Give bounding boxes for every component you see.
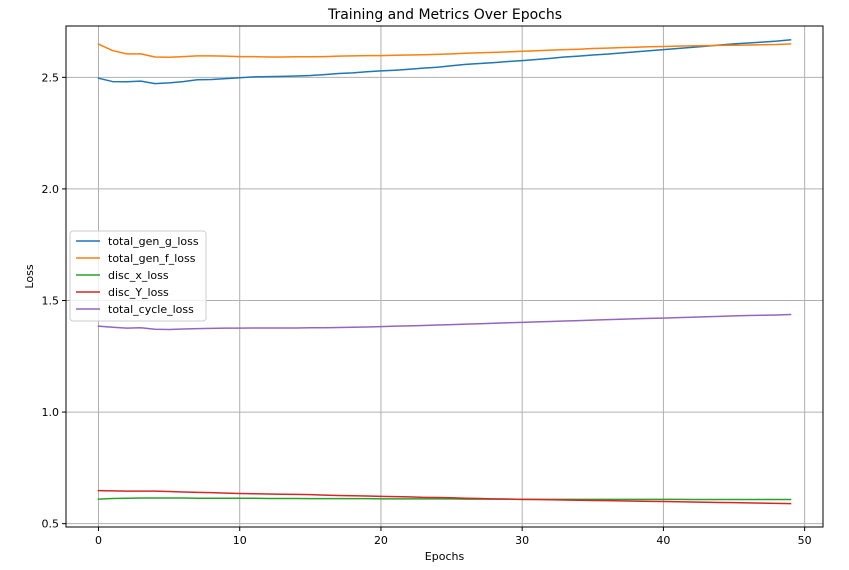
legend-label: disc_Y_loss (108, 286, 169, 299)
x-tick-label: 10 (233, 534, 247, 547)
plot-frame (65, 25, 824, 528)
series-line-disc_Y_loss (97, 489, 792, 505)
legend: total_gen_g_loss total_gen_f_loss disc_x_l… (69, 230, 207, 322)
axis-ticks: 0 10 20 30 40 50 0.5 1.0 1.5 2.0 2.5 (42, 71, 812, 547)
chart-title: Training and Metrics Over Epochs (327, 7, 562, 23)
series-layer (97, 39, 792, 505)
x-tick-label: 30 (515, 534, 529, 547)
x-tick-label: 40 (656, 534, 670, 547)
legend-label: disc_x_loss (108, 269, 169, 282)
legend-label: total_cycle_loss (108, 303, 194, 316)
series-line-total_gen_f_loss (97, 43, 792, 58)
grid-lines (66, 26, 823, 527)
x-axis-label: Epochs (425, 550, 465, 563)
x-tick-label: 0 (95, 534, 102, 547)
y-tick-label: 1.5 (42, 294, 60, 307)
y-tick-label: 1.0 (42, 406, 60, 419)
y-axis-label: Loss (23, 264, 36, 288)
series-line-total_cycle_loss (97, 313, 792, 331)
legend-label: total_gen_f_loss (108, 252, 196, 265)
legend-frame (69, 230, 207, 322)
x-tick-label: 20 (374, 534, 388, 547)
series-line-disc_x_loss (97, 497, 792, 501)
x-tick-label: 50 (798, 534, 812, 547)
y-tick-label: 2.0 (42, 183, 60, 196)
y-tick-label: 0.5 (42, 518, 60, 531)
legend-label: total_gen_g_loss (108, 235, 199, 248)
y-tick-label: 2.5 (42, 71, 60, 84)
series-line-total_gen_g_loss (97, 39, 792, 85)
